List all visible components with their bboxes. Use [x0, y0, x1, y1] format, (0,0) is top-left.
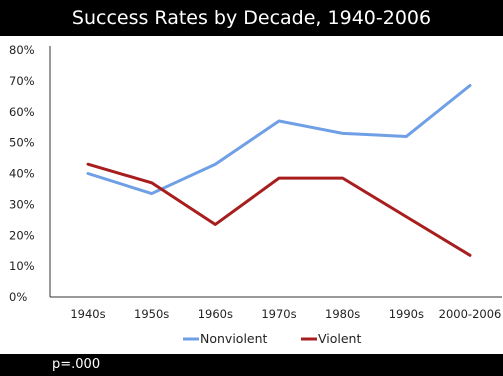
chart-title: Success Rates by Decade, 1940-2006 [0, 0, 503, 36]
y-tick-label: 10% [9, 259, 35, 273]
plot-panel: 0% 10% 20% 30% 40% 50% 60% 70% 80% 1940s 1950s 1960… [0, 36, 503, 354]
y-tick-label: 30% [9, 197, 35, 211]
x-tick-label: 1960s [198, 307, 233, 321]
x-tick-label: 1970s [261, 307, 296, 321]
y-tick-label: 20% [9, 228, 35, 242]
x-tick-label: 1990s [389, 307, 424, 321]
series-line-nonviolent [86, 84, 472, 196]
footer-bar: p=.000 [0, 354, 503, 376]
y-tick-label: 70% [9, 74, 35, 88]
legend-label-nonviolent: Nonviolent [200, 331, 268, 346]
y-tick-label: 60% [9, 105, 35, 119]
y-tick-label: 40% [9, 167, 35, 181]
y-tick-label: 0% [9, 290, 27, 304]
x-tick-label: 1950s [134, 307, 169, 321]
legend-label-violent: Violent [318, 331, 361, 346]
x-tick-label: 1980s [325, 307, 360, 321]
line-chart: 0% 10% 20% 30% 40% 50% 60% 70% 80% 1940s 1950s 1960… [9, 43, 502, 346]
p-value-note: p=.000 [52, 357, 101, 372]
x-tick-label: 2000-2006 [439, 307, 502, 321]
series-line-violent [86, 162, 472, 257]
x-tick-label: 1940s [70, 307, 105, 321]
y-tick-label: 80% [9, 43, 35, 57]
y-tick-label: 50% [9, 136, 35, 150]
